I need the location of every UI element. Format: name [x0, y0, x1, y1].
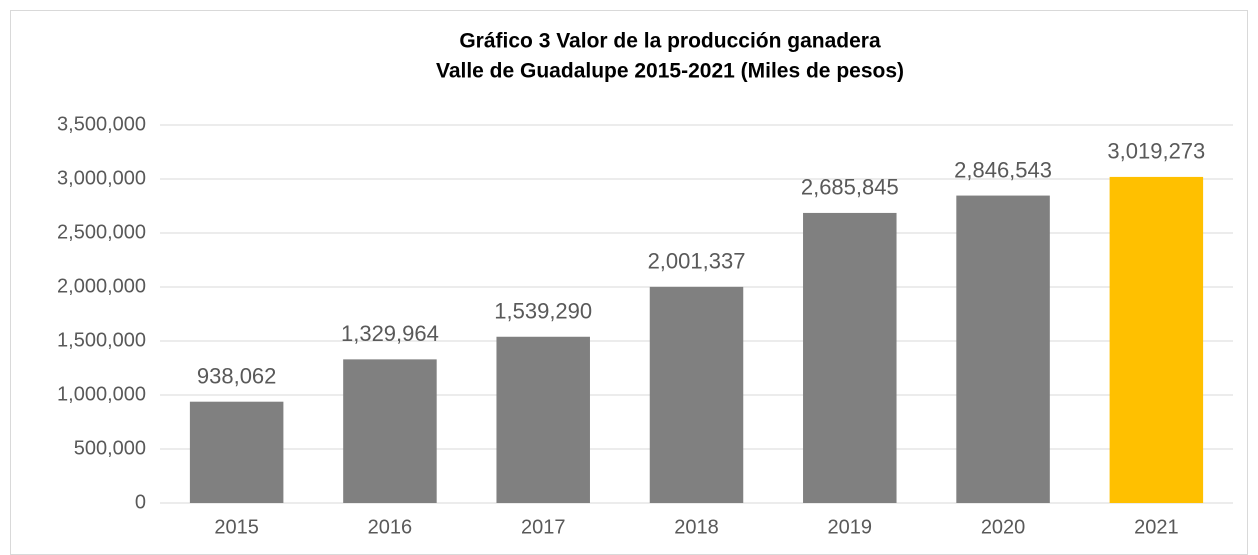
- bar: [956, 195, 1050, 503]
- bar: [189, 401, 284, 503]
- x-tick-label: 2016: [368, 516, 413, 538]
- y-tick-label: 0: [135, 491, 146, 513]
- x-tick-label: 2019: [828, 516, 873, 538]
- x-tick-label: 2020: [981, 516, 1026, 538]
- data-label: 2,685,845: [801, 175, 899, 200]
- bar: [343, 359, 437, 503]
- y-tick-label: 2,500,000: [57, 221, 146, 243]
- bar: [803, 212, 897, 503]
- bar: [1109, 176, 1204, 503]
- x-tick-label: 2021: [1134, 516, 1179, 538]
- data-label: 2,001,337: [648, 249, 746, 274]
- y-tick-label: 500,000: [74, 437, 146, 459]
- y-tick-label: 1,000,000: [57, 383, 146, 405]
- bar: [649, 286, 744, 503]
- bar: [496, 336, 590, 503]
- data-label: 1,329,964: [341, 321, 439, 346]
- chart-title: Valle de Guadalupe 2015-2021 (Miles de p…: [436, 60, 904, 83]
- data-label: 938,062: [197, 364, 277, 389]
- x-tick-label: 2017: [521, 516, 566, 538]
- y-tick-label: 3,000,000: [57, 167, 146, 189]
- x-tick-label: 2015: [214, 516, 259, 538]
- y-tick-label: 3,500,000: [57, 113, 146, 135]
- y-tick-label: 2,000,000: [57, 275, 146, 297]
- x-tick-label: 2018: [674, 516, 719, 538]
- chart-title: Gráfico 3 Valor de la producción ganader…: [459, 30, 881, 53]
- data-label: 1,539,290: [494, 299, 592, 324]
- data-label: 3,019,273: [1107, 139, 1205, 164]
- data-label: 2,846,543: [954, 157, 1052, 182]
- y-tick-label: 1,500,000: [57, 329, 146, 351]
